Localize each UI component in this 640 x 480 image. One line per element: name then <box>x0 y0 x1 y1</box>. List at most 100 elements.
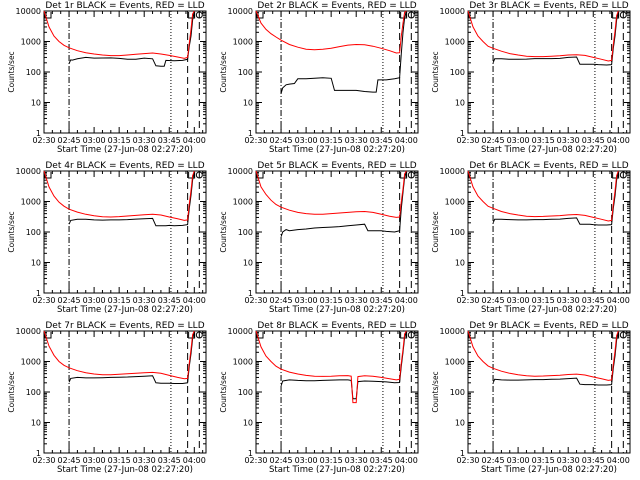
x-axis-label: Start Time (27-Jun-08 02:27:20) <box>481 465 617 475</box>
x-tick-label: 02:45 <box>270 296 293 305</box>
y-tick-label: 10 <box>243 259 253 268</box>
panel-title: Det 7r BLACK = Events, RED = LLD <box>45 321 204 331</box>
x-tick-label: 03:15 <box>320 456 343 465</box>
panel-title: Det 8r BLACK = Events, RED = LLD <box>257 321 416 331</box>
x-axis-label: Start Time (27-Jun-08 02:27:20) <box>269 465 405 475</box>
y-axis-label: Counts/sec <box>431 211 440 252</box>
bracket-marker <box>256 12 264 19</box>
x-tick-label: 02:45 <box>482 136 505 145</box>
plot-frame <box>255 330 419 454</box>
bracket-marker <box>188 172 196 179</box>
panel-title: Det 6r BLACK = Events, RED = LLD <box>469 161 628 171</box>
x-axis-label: Start Time (27-Jun-08 02:27:20) <box>57 465 193 475</box>
x-axis-label: Start Time (27-Jun-08 02:27:20) <box>57 305 193 315</box>
events-series-line <box>280 330 407 400</box>
plot-frame <box>255 10 419 134</box>
y-tick-label: 1000 <box>233 198 253 207</box>
y-tick-label: 10 <box>243 99 253 108</box>
events-series-line <box>492 330 619 386</box>
panel-title: Det 3r BLACK = Events, RED = LLD <box>469 1 628 11</box>
y-axis-label: Counts/sec <box>219 211 228 252</box>
x-tick-label: 03:45 <box>582 136 605 145</box>
bracket-marker <box>612 332 620 339</box>
x-tick-label: 03:30 <box>133 456 156 465</box>
panel-title: Det 1r BLACK = Events, RED = LLD <box>45 1 204 11</box>
x-tick-label: 02:30 <box>456 296 479 305</box>
x-tick-label: 03:45 <box>158 296 181 305</box>
y-tick-label: 100 <box>450 68 465 77</box>
y-axis-label: Counts/sec <box>431 371 440 412</box>
y-tick-label: 100 <box>26 388 41 397</box>
circle-marker <box>407 11 415 19</box>
y-tick-label: 1000 <box>21 38 41 47</box>
x-tick-label: 02:30 <box>456 136 479 145</box>
circle-marker <box>195 171 203 179</box>
plot-frame <box>467 170 631 294</box>
y-tick-label: 100 <box>26 228 41 237</box>
y-tick-label: 100 <box>450 228 465 237</box>
bracket-marker <box>612 12 620 19</box>
panel-title: Det 5r BLACK = Events, RED = LLD <box>257 161 416 171</box>
plot-frame <box>43 10 207 134</box>
x-tick-label: 03:15 <box>108 456 131 465</box>
y-tick-label: 100 <box>450 388 465 397</box>
x-tick-label: 03:00 <box>83 296 106 305</box>
x-tick-label: 02:45 <box>58 296 81 305</box>
events-series-line <box>68 330 195 384</box>
y-axis-label: Counts/sec <box>219 371 228 412</box>
x-tick-label: 03:15 <box>532 136 555 145</box>
x-tick-label: 03:15 <box>320 296 343 305</box>
x-tick-label: 02:30 <box>244 456 267 465</box>
lld-series-line <box>467 330 619 381</box>
y-tick-label: 100 <box>26 68 41 77</box>
x-tick-label: 03:15 <box>108 136 131 145</box>
x-tick-label: 03:15 <box>108 296 131 305</box>
y-tick-label: 1 <box>248 289 253 298</box>
x-axis-label: Start Time (27-Jun-08 02:27:20) <box>57 145 193 155</box>
x-axis-label: Start Time (27-Jun-08 02:27:20) <box>481 305 617 315</box>
y-tick-label: 10000 <box>16 167 41 176</box>
x-tick-label: 02:30 <box>244 136 267 145</box>
detector-panel: Det 3r BLACK = Events, RED = LLD 1 10 100 10… <box>431 1 631 155</box>
x-tick-label: 02:30 <box>456 456 479 465</box>
y-tick-label: 100 <box>238 228 253 237</box>
y-tick-label: 10 <box>243 419 253 428</box>
circle-marker <box>195 11 203 19</box>
y-tick-label: 10 <box>455 99 465 108</box>
x-tick-label: 04:00 <box>183 136 206 145</box>
bracket-marker <box>188 12 196 19</box>
y-tick-label: 1 <box>460 129 465 138</box>
lld-series-line <box>43 330 195 380</box>
x-tick-label: 04:00 <box>395 456 418 465</box>
circle-marker <box>619 171 627 179</box>
y-tick-label: 100 <box>238 68 253 77</box>
x-tick-label: 03:30 <box>557 296 580 305</box>
panel-title: Det 9r BLACK = Events, RED = LLD <box>469 321 628 331</box>
x-tick-label: 02:45 <box>270 136 293 145</box>
x-tick-label: 03:30 <box>345 136 368 145</box>
y-tick-label: 10000 <box>228 7 253 16</box>
x-tick-label: 04:00 <box>183 456 206 465</box>
events-series-line <box>280 10 407 94</box>
x-tick-label: 04:00 <box>607 296 630 305</box>
x-axis-label: Start Time (27-Jun-08 02:27:20) <box>481 145 617 155</box>
y-tick-label: 10 <box>31 259 41 268</box>
x-tick-label: 03:30 <box>557 136 580 145</box>
x-tick-label: 03:45 <box>370 296 393 305</box>
x-tick-label: 02:45 <box>58 456 81 465</box>
y-tick-label: 1 <box>248 449 253 458</box>
y-tick-label: 1 <box>36 289 41 298</box>
detector-panel: Det 8r BLACK = Events, RED = LLD 1 10 100 10… <box>219 321 419 475</box>
y-tick-label: 10 <box>455 419 465 428</box>
x-tick-label: 03:15 <box>320 136 343 145</box>
x-tick-label: 02:45 <box>270 456 293 465</box>
detector-panel: Det 1r BLACK = Events, RED = LLD 1 10 100 10… <box>7 1 207 155</box>
x-tick-label: 02:45 <box>482 296 505 305</box>
lld-series-line <box>255 10 407 54</box>
x-tick-label: 03:30 <box>345 296 368 305</box>
y-tick-label: 1000 <box>445 198 465 207</box>
x-tick-label: 03:30 <box>557 456 580 465</box>
lld-series-line <box>43 170 195 221</box>
events-series-line <box>280 170 407 237</box>
